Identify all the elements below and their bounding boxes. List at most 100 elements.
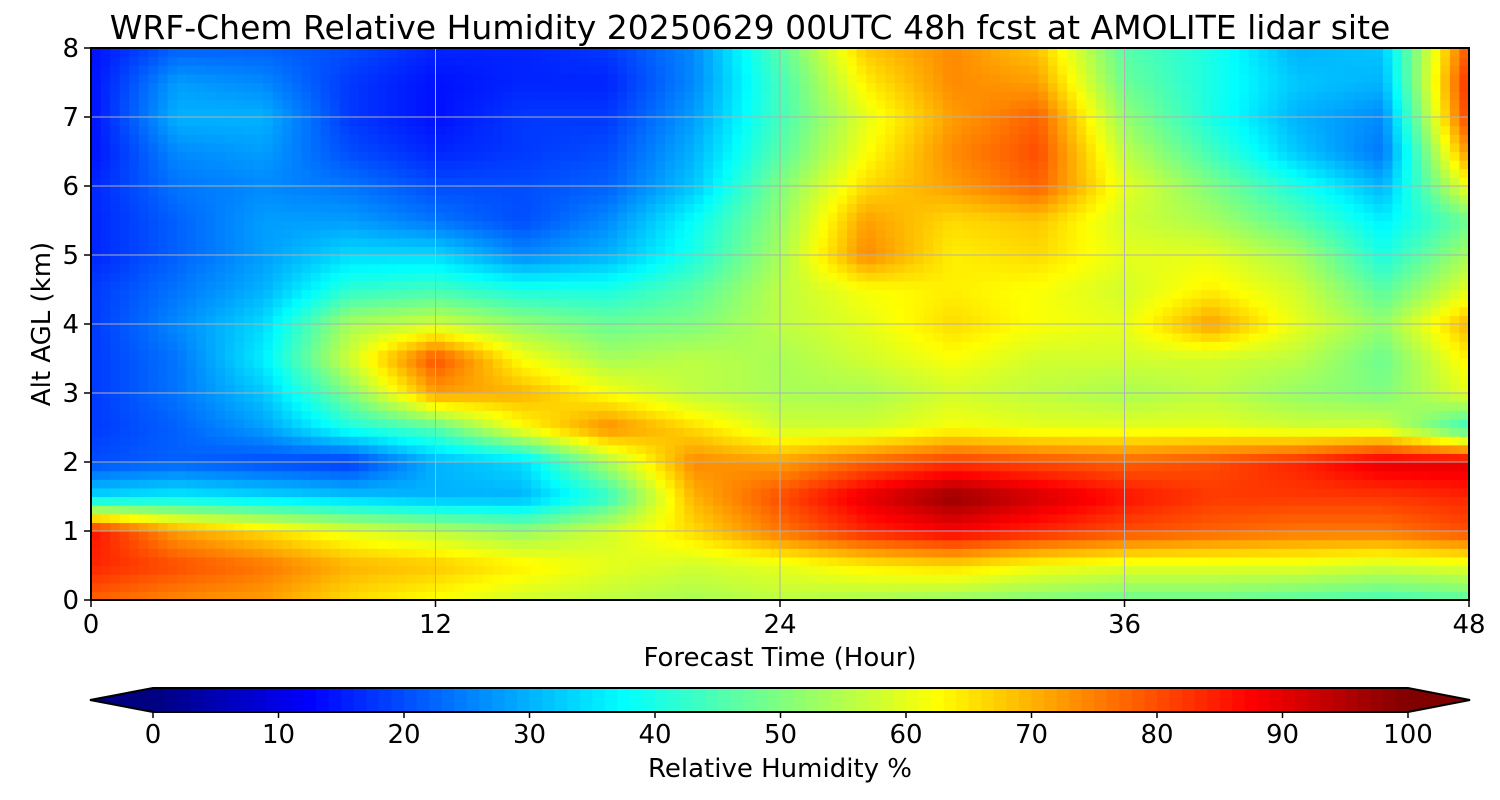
heatmap-cell [1354, 479, 1365, 489]
heatmap-cell [569, 513, 580, 523]
heatmap-cell [1354, 462, 1365, 472]
heatmap-cell [1086, 410, 1097, 420]
heatmap-cell [770, 479, 781, 489]
heatmap-cell [588, 479, 599, 489]
heatmap-cell [799, 453, 810, 463]
heatmap-cell [1067, 513, 1078, 523]
heatmap-cell [636, 470, 647, 480]
heatmap-cell [1440, 513, 1451, 523]
heatmap-cell [186, 410, 197, 420]
heatmap-cell [1019, 582, 1030, 592]
heatmap-cell [933, 496, 944, 506]
heatmap-cell [291, 513, 303, 523]
heatmap-cell [1143, 574, 1154, 584]
heatmap-cell [540, 479, 551, 489]
heatmap-cell [1287, 367, 1298, 377]
heatmap-cell [990, 539, 1001, 549]
heatmap-cell [1220, 341, 1231, 351]
heatmap-cell [1248, 556, 1260, 567]
heatmap-cell [559, 324, 571, 334]
heatmap-cell [531, 401, 542, 411]
heatmap-cell [1373, 565, 1384, 575]
heatmap-cell [559, 522, 571, 532]
heatmap-cell [952, 470, 963, 480]
heatmap-cell [693, 393, 705, 403]
heatmap-cell [540, 556, 551, 567]
heatmap-cell [1287, 462, 1298, 472]
heatmap-cell [119, 462, 130, 472]
heatmap-cell [1009, 315, 1020, 325]
heatmap-cell [1172, 401, 1183, 411]
heatmap-cell [866, 349, 877, 360]
heatmap-cell [157, 453, 169, 463]
heatmap-cell [741, 358, 752, 368]
heatmap-cell [492, 513, 504, 523]
heatmap-cell [684, 418, 695, 429]
heatmap-cell [502, 444, 513, 454]
heatmap-cell [91, 548, 102, 558]
heatmap-cell [224, 410, 236, 420]
heatmap-cell [349, 565, 360, 575]
heatmap-cell [770, 384, 781, 394]
heatmap-cell [1315, 513, 1327, 523]
heatmap-cell [157, 591, 169, 600]
heatmap-cell [1019, 487, 1030, 498]
heatmap-cell [665, 332, 676, 342]
heatmap-cell [875, 418, 886, 429]
heatmap-cell [1201, 332, 1212, 342]
heatmap-cell [1440, 556, 1451, 567]
heatmap-cell [531, 427, 542, 437]
heatmap-cell [1344, 496, 1355, 506]
heatmap-cell [952, 539, 963, 549]
heatmap-cell [244, 548, 255, 558]
heatmap-cell [1239, 453, 1250, 463]
heatmap-cell [856, 565, 867, 575]
heatmap-cell [961, 393, 972, 403]
heatmap-cell [1315, 418, 1327, 429]
heatmap-cell [454, 444, 465, 454]
heatmap-cell [244, 401, 255, 411]
heatmap-cell [1114, 556, 1126, 567]
heatmap-cell [684, 556, 695, 567]
heatmap-cell [1067, 393, 1078, 403]
heatmap-cell [703, 315, 714, 325]
heatmap-cell [1268, 393, 1279, 403]
heatmap-cell [119, 367, 130, 377]
heatmap-cell [617, 410, 628, 420]
heatmap-cell [1086, 531, 1097, 541]
heatmap-cell [588, 401, 599, 411]
heatmap-cell [741, 522, 752, 532]
heatmap-cell [1430, 556, 1441, 567]
heatmap-cell [980, 591, 992, 600]
heatmap-cell [483, 453, 494, 463]
heatmap-cell [799, 548, 810, 558]
heatmap-cell [971, 436, 982, 446]
heatmap-cell [579, 548, 590, 558]
heatmap-cell [713, 315, 724, 325]
heatmap-cell [339, 565, 350, 575]
heatmap-cell [598, 393, 609, 403]
heatmap-cell [1028, 565, 1039, 575]
heatmap-cell [110, 505, 121, 515]
heatmap-cell [1047, 375, 1059, 385]
heatmap-cell [722, 582, 733, 592]
heatmap-cell [320, 315, 331, 325]
heatmap-cell [961, 513, 972, 523]
heatmap-cell [923, 513, 934, 523]
heatmap-cell [100, 470, 111, 480]
heatmap-cell [196, 306, 207, 316]
heatmap-cell [636, 298, 647, 308]
heatmap-cell [1239, 444, 1250, 454]
heatmap-cell [502, 341, 513, 351]
heatmap-cell [559, 436, 571, 446]
heatmap-cell [291, 324, 303, 334]
heatmap-cell [559, 574, 571, 584]
heatmap-cell [799, 531, 810, 541]
heatmap-cell [301, 367, 312, 377]
heatmap-cell [311, 384, 322, 394]
heatmap-cell [148, 444, 159, 454]
heatmap-cell [1220, 539, 1231, 549]
heatmap-cell [636, 505, 647, 515]
heatmap-cell [512, 324, 523, 334]
heatmap-cell [990, 418, 1001, 429]
